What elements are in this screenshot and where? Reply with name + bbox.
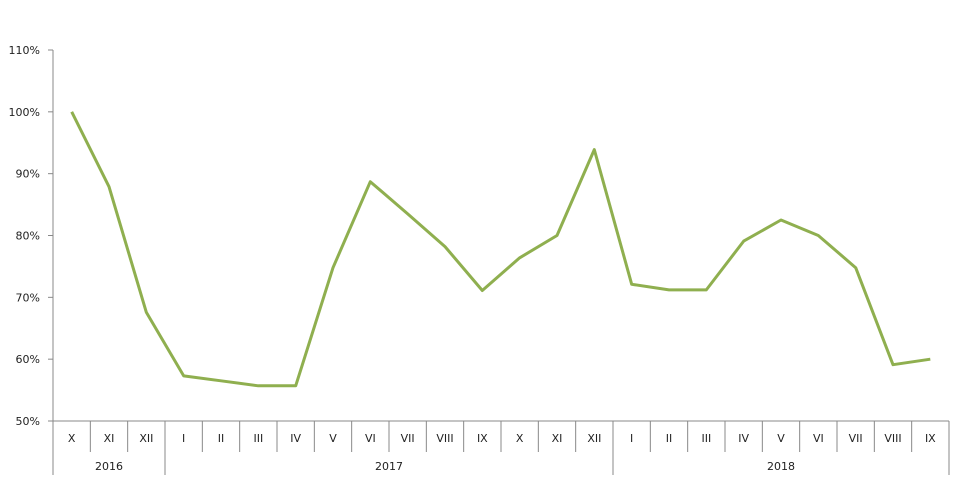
series-line [70,111,931,388]
x-tick-label: XI [104,432,115,445]
x-tick-label: IV [290,432,301,445]
x-tick-label: III [253,432,263,445]
y-tick-label: 70% [16,291,40,304]
y-tick-label: 100% [9,106,40,119]
y-tick-label: 60% [16,353,40,366]
x-tick-label: II [218,432,225,445]
x-tick-label: X [68,432,76,445]
x-tick-label: I [630,432,633,445]
y-tick-label: 110% [9,44,40,57]
x-tick-label: XII [139,432,153,445]
x-tick-label: V [777,432,785,445]
x-tick-label: X [516,432,524,445]
y-tick-label: 80% [16,230,40,243]
y-tick-label: 90% [16,168,40,181]
x-tick-label: VI [813,432,824,445]
x-tick-label: I [182,432,185,445]
x-tick-label: VIII [884,432,901,445]
x-tick-label: VII [401,432,415,445]
x-tick-label: IV [738,432,749,445]
x-tick-label: VIII [436,432,453,445]
x-tick-label: V [329,432,337,445]
x-tick-label: IX [925,432,936,445]
year-group-label: 2018 [767,460,795,473]
year-group-label: 2016 [95,460,123,473]
x-tick-label: XII [587,432,601,445]
year-group-label: 2017 [375,460,403,473]
x-tick-label: IX [477,432,488,445]
x-tick-label: III [701,432,711,445]
x-tick-label: VII [849,432,863,445]
x-tick-label: XI [552,432,563,445]
x-tick-label: II [666,432,673,445]
x-tick-label: VI [365,432,376,445]
y-tick-label: 50% [16,415,40,428]
